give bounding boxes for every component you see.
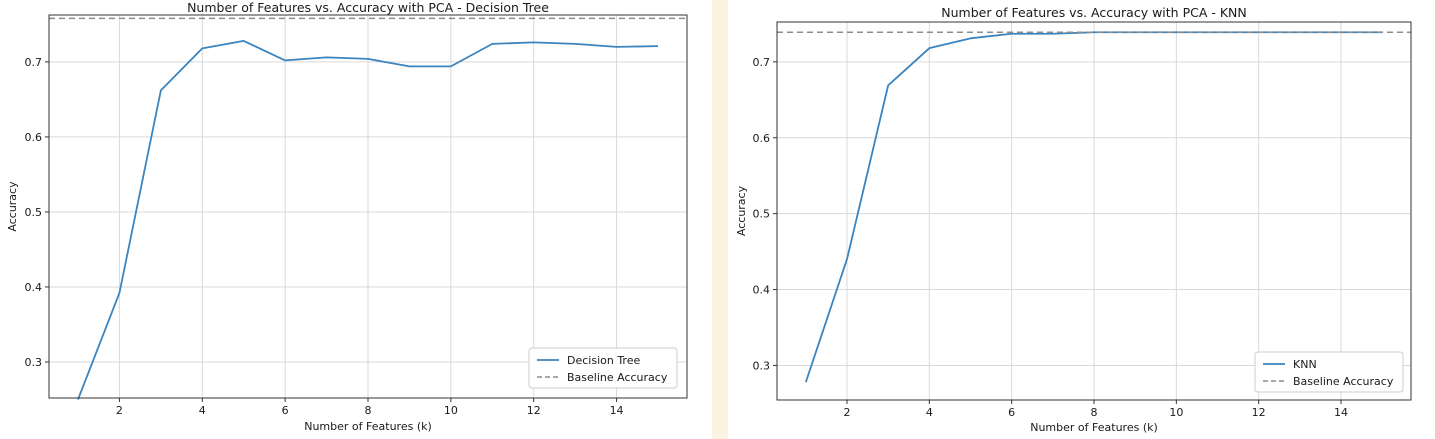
data-point	[243, 40, 245, 42]
series-line	[77, 39, 659, 400]
y-tick-label: 0.7	[25, 56, 43, 69]
x-tick-label: 14	[1334, 406, 1348, 419]
legend-box	[528, 347, 678, 389]
data-point	[367, 58, 369, 60]
y-tick-label: 0.6	[753, 132, 771, 145]
data-point	[1093, 31, 1095, 33]
decision-tree-chart: 2 4 6 8 10 12 14 0.3 0.4 0.5 0.6 0.7 Number of Featu…	[6, 0, 688, 433]
x-tick-label: 2	[116, 404, 123, 417]
chart-title: Number of Features vs. Accuracy with PCA…	[941, 5, 1247, 20]
data-point	[284, 59, 286, 61]
x-tick-label: 4	[199, 404, 206, 417]
y-tick-label: 0.5	[753, 208, 771, 221]
x-tick-label: 14	[610, 404, 624, 417]
legend: Decision Tree Baseline Accuracy	[528, 347, 678, 389]
plot-frame	[776, 21, 1412, 401]
legend-box	[1254, 351, 1404, 393]
data-point	[928, 47, 930, 49]
data-point	[616, 46, 618, 48]
x-tick-label: 8	[1091, 406, 1098, 419]
x-tick-label: 12	[527, 404, 541, 417]
data-point	[1134, 31, 1136, 33]
data-point	[969, 37, 971, 39]
data-point	[491, 43, 493, 45]
x-tick-label: 8	[365, 404, 372, 417]
x-tick-label: 6	[282, 404, 289, 417]
data-point	[450, 65, 452, 67]
y-tick-label: 0.6	[25, 131, 43, 144]
data-point	[805, 381, 807, 383]
x-tick-label: 10	[1169, 406, 1183, 419]
y-tick-label: 0.4	[25, 281, 43, 294]
data-point	[1011, 33, 1013, 35]
legend-label: Baseline Accuracy	[567, 371, 668, 384]
data-point	[326, 56, 328, 58]
plot-frame	[48, 14, 688, 399]
y-tick-label: 0.4	[753, 284, 771, 297]
data-point	[1052, 33, 1054, 35]
data-point	[160, 89, 162, 91]
data-point	[846, 258, 848, 260]
y-axis-label: Accuracy	[735, 185, 748, 236]
data-point	[408, 65, 410, 67]
data-point	[887, 84, 889, 86]
x-axis-label: Number of Features (k)	[304, 420, 432, 433]
y-tick-label: 0.7	[753, 56, 771, 69]
legend-label: KNN	[1293, 358, 1317, 371]
y-tick-label: 0.5	[25, 206, 43, 219]
legend: KNN Baseline Accuracy	[1254, 351, 1404, 393]
knn-chart: 2 4 6 8 10 12 14 0.3 0.4 0.5 0.6 0.7 Number of Featu…	[735, 5, 1412, 434]
x-tick-label: 10	[444, 404, 458, 417]
chart-title: Number of Features vs. Accuracy with PCA…	[187, 0, 549, 15]
data-point	[574, 43, 576, 45]
series-line	[804, 31, 1383, 383]
y-tick-label: 0.3	[753, 359, 771, 372]
x-tick-label: 6	[1008, 406, 1015, 419]
legend-label: Decision Tree	[567, 354, 640, 367]
data-point	[201, 47, 203, 49]
x-axis-label: Number of Features (k)	[1030, 421, 1158, 434]
y-tick-label: 0.3	[25, 356, 43, 369]
x-tick-label: 12	[1252, 406, 1266, 419]
x-tick-label: 4	[926, 406, 933, 419]
x-tick-label: 2	[843, 406, 850, 419]
data-point	[77, 399, 79, 401]
data-point	[118, 292, 120, 294]
panel-divider	[712, 0, 728, 439]
data-point	[533, 41, 535, 43]
y-axis-label: Accuracy	[6, 181, 19, 232]
legend-label: Baseline Accuracy	[1293, 375, 1394, 388]
data-point	[657, 45, 659, 47]
